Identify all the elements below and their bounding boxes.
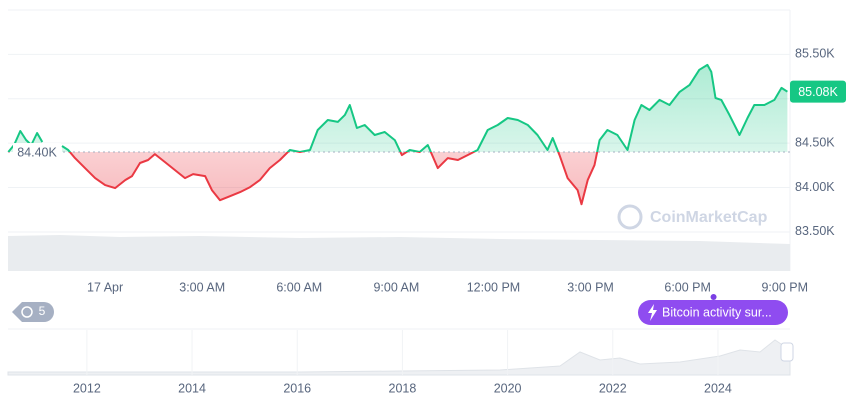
bolt-icon — [648, 304, 657, 321]
event-badge[interactable]: 5 — [12, 302, 54, 322]
watermark-text: CoinMarketCap — [650, 209, 768, 226]
annotation-label[interactable]: Bitcoin activity sur... — [662, 305, 772, 319]
navigator-tick-label: 2024 — [704, 381, 732, 395]
y-tick-label: 83.50K — [795, 224, 835, 238]
current-price-label: 85.08K — [798, 85, 838, 99]
y-tick-label: 84.00K — [795, 180, 835, 194]
event-badge-bg[interactable] — [12, 302, 54, 322]
navigator-tick-label: 2018 — [389, 381, 417, 395]
plot: 84.40K 85.08K Bitcoin activity sur... — [7, 63, 846, 325]
annotation-marker[interactable] — [710, 294, 717, 300]
volume-area — [8, 235, 790, 271]
x-tick-label: 6:00 PM — [664, 280, 711, 294]
x-tick-label: 9:00 AM — [373, 280, 419, 294]
current-price-badge — [790, 80, 846, 103]
baseline-label: 84.40K — [17, 145, 57, 159]
history-icon — [21, 306, 33, 318]
navigator-tick-label: 2014 — [178, 381, 206, 395]
x-tick-label: 12:00 PM — [467, 280, 521, 294]
event-count: 5 — [39, 304, 46, 318]
annotation-pill[interactable] — [638, 300, 788, 325]
baseline-label-bg — [13, 143, 61, 162]
x-tick-label: 3:00 PM — [567, 280, 614, 294]
watermark: CoinMarketCap — [617, 204, 768, 230]
navigator-tick-label: 2012 — [73, 381, 101, 395]
navigator-tick-label: 2022 — [599, 381, 627, 395]
navigator-tick-label: 2016 — [283, 381, 311, 395]
y-tick-label: 85.50K — [795, 47, 835, 61]
x-tick-label: 6:00 AM — [276, 280, 322, 294]
area-up — [8, 64, 788, 153]
navigator-area — [7, 339, 791, 376]
navigator: 2012 2014 2016 2018 2020 2022 2024 — [73, 330, 732, 395]
x-tick-label: 17 Apr — [87, 280, 123, 294]
price-line-down — [8, 152, 599, 206]
area-down — [8, 152, 788, 205]
y-tick-label: 84.50K — [795, 135, 835, 149]
x-tick-label: 9:00 PM — [761, 280, 808, 294]
navigator-tick-label: 2020 — [494, 381, 522, 395]
x-tick-label: 3:00 AM — [179, 280, 225, 294]
navigator-handle[interactable] — [780, 342, 794, 362]
